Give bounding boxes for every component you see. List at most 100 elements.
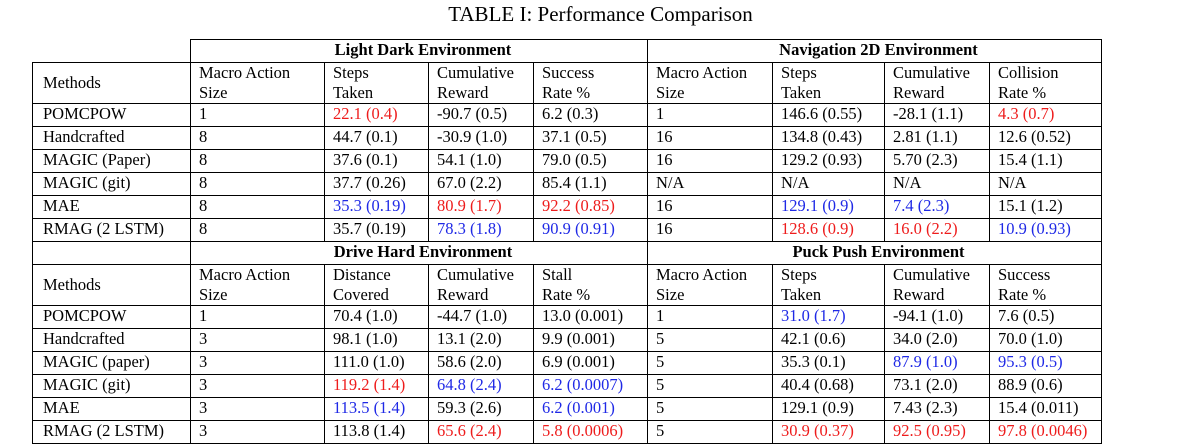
- value-cell: 31.0 (1.7): [772, 304, 885, 329]
- method-name: MAE: [32, 194, 191, 219]
- value-cell: 37.1 (0.5): [533, 125, 648, 150]
- value-cell: 67.0 (2.2): [428, 171, 534, 196]
- method-name: RMAG (2 LSTM): [32, 217, 191, 242]
- value-cell: 6.9 (0.001): [533, 350, 648, 375]
- blank-corner-cell: [32, 39, 191, 63]
- value-cell: 1: [190, 102, 325, 127]
- table-row: Handcrafted 3 98.1 (1.0) 13.1 (2.0) 9.9 (0.0…: [32, 327, 1102, 352]
- environment-header-row: Drive Hard Environment Puck Push Environm…: [32, 240, 1102, 265]
- environment-title: Light Dark Environment: [190, 39, 648, 63]
- value-cell: 1: [190, 304, 325, 329]
- column-header: Cumulative Reward: [884, 61, 990, 104]
- value-cell: 30.9 (0.37): [772, 419, 885, 444]
- value-cell: 35.3 (0.19): [324, 194, 429, 219]
- column-header: Steps Taken: [772, 263, 885, 306]
- value-cell: 80.9 (1.7): [428, 194, 534, 219]
- table-row: MAGIC (git) 3 119.2 (1.4) 64.8 (2.4) 6.2 (0.…: [32, 373, 1102, 398]
- value-cell: 119.2 (1.4): [324, 373, 429, 398]
- method-name: Handcrafted: [32, 327, 191, 352]
- column-header: Steps Taken: [324, 61, 429, 104]
- method-name: MAGIC (paper): [32, 350, 191, 375]
- column-header: Cumulative Reward: [428, 61, 534, 104]
- value-cell: 8: [190, 217, 325, 242]
- column-header: Macro Action Size: [190, 263, 325, 306]
- column-header: Macro Action Size: [647, 61, 773, 104]
- value-cell: 15.1 (1.2): [989, 194, 1102, 219]
- value-cell: 3: [190, 327, 325, 352]
- method-name: MAE: [32, 396, 191, 421]
- value-cell: 129.1 (0.9): [772, 194, 885, 219]
- table-row: MAGIC (paper) 3 111.0 (1.0) 58.6 (2.0) 6.9 (…: [32, 350, 1102, 375]
- table-row: POMCPOW 1 70.4 (1.0) -44.7 (1.0) 13.0 (0.001…: [32, 304, 1102, 329]
- value-cell: 37.6 (0.1): [324, 148, 429, 173]
- value-cell: 3: [190, 350, 325, 375]
- column-header: Success Rate %: [989, 263, 1102, 306]
- column-header-line: Reward: [437, 284, 489, 304]
- column-header-line: Size: [199, 82, 228, 102]
- table-row: RMAG (2 LSTM) 8 35.7 (0.19) 78.3 (1.8) 90.9 …: [32, 217, 1102, 242]
- column-header-line: Macro Action: [199, 264, 291, 284]
- value-cell: 35.3 (0.1): [772, 350, 885, 375]
- column-header-line: Size: [656, 284, 685, 304]
- value-cell: 129.1 (0.9): [772, 396, 885, 421]
- value-cell: 90.9 (0.91): [533, 217, 648, 242]
- value-cell: 3: [190, 373, 325, 398]
- value-cell: N/A: [884, 171, 990, 196]
- value-cell: 5: [647, 350, 773, 375]
- value-cell: 13.0 (0.001): [533, 304, 648, 329]
- value-cell: 113.5 (1.4): [324, 396, 429, 421]
- value-cell: 8: [190, 171, 325, 196]
- column-header-line: Distance: [333, 264, 391, 284]
- value-cell: 88.9 (0.6): [989, 373, 1102, 398]
- column-header-line: Macro Action: [199, 62, 291, 82]
- value-cell: 8: [190, 194, 325, 219]
- value-cell: 4.3 (0.7): [989, 102, 1102, 127]
- blank-corner-cell: [32, 240, 191, 265]
- value-cell: -30.9 (1.0): [428, 125, 534, 150]
- column-header-line: Cumulative: [437, 62, 514, 82]
- column-header-line: Steps: [781, 264, 817, 284]
- value-cell: 92.2 (0.85): [533, 194, 648, 219]
- column-header-row: Methods Macro Action Size Steps Taken Cumulat…: [32, 61, 1102, 104]
- methods-header: Methods: [32, 61, 191, 104]
- value-cell: 8: [190, 125, 325, 150]
- value-cell: 6.2 (0.001): [533, 396, 648, 421]
- value-cell: 5: [647, 327, 773, 352]
- value-cell: 7.4 (2.3): [884, 194, 990, 219]
- column-header: Distance Covered: [324, 263, 429, 306]
- value-cell: 12.6 (0.52): [989, 125, 1102, 150]
- value-cell: 92.5 (0.95): [884, 419, 990, 444]
- value-cell: 16: [647, 217, 773, 242]
- method-name: Handcrafted: [32, 125, 191, 150]
- value-cell: N/A: [772, 171, 885, 196]
- column-header-row: Methods Macro Action Size Distance Covered Cu…: [32, 263, 1102, 306]
- value-cell: 2.81 (1.1): [884, 125, 990, 150]
- table-row: POMCPOW 1 22.1 (0.4) -90.7 (0.5) 6.2 (0.3) 1 1…: [32, 102, 1102, 127]
- column-header-line: Stall: [542, 264, 573, 284]
- value-cell: 5: [647, 396, 773, 421]
- value-cell: -90.7 (0.5): [428, 102, 534, 127]
- value-cell: 42.1 (0.6): [772, 327, 885, 352]
- table-row: Handcrafted 8 44.7 (0.1) -30.9 (1.0) 37.1 (0…: [32, 125, 1102, 150]
- value-cell: 10.9 (0.93): [989, 217, 1102, 242]
- column-header-line: Size: [656, 82, 685, 102]
- value-cell: 16.0 (2.2): [884, 217, 990, 242]
- value-cell: 16: [647, 194, 773, 219]
- value-cell: 37.7 (0.26): [324, 171, 429, 196]
- column-header-line: Success: [542, 62, 595, 82]
- value-cell: -94.1 (1.0): [884, 304, 990, 329]
- value-cell: 22.1 (0.4): [324, 102, 429, 127]
- column-header: Cumulative Reward: [428, 263, 534, 306]
- value-cell: N/A: [989, 171, 1102, 196]
- environment-title: Puck Push Environment: [647, 240, 1102, 265]
- performance-table: Light Dark Environment Navigation 2D Envi…: [32, 39, 1102, 444]
- value-cell: 73.1 (2.0): [884, 373, 990, 398]
- value-cell: 113.8 (1.4): [324, 419, 429, 444]
- column-header-line: Rate %: [998, 82, 1047, 102]
- value-cell: 6.2 (0.3): [533, 102, 648, 127]
- value-cell: 5.8 (0.0006): [533, 419, 648, 444]
- column-header-line: Covered: [333, 284, 389, 304]
- column-header: Success Rate %: [533, 61, 648, 104]
- column-header-line: Macro Action: [656, 264, 748, 284]
- value-cell: 1: [647, 102, 773, 127]
